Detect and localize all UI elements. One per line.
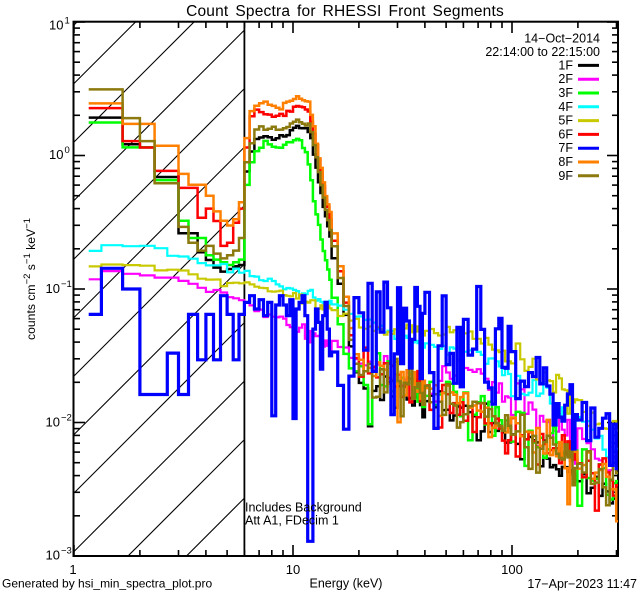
svg-text:10: 10	[49, 18, 63, 33]
svg-text:Generated by hsi_min_spectra_p: Generated by hsi_min_spectra_plot.pro	[2, 577, 212, 591]
svg-text:0: 0	[65, 145, 70, 156]
svg-text:Count Spectra for RHESSI Front: Count Spectra for RHESSI Front Segments	[186, 3, 504, 20]
svg-text:10: 10	[46, 415, 60, 430]
svg-text:Energy (keV): Energy (keV)	[310, 577, 383, 591]
svg-text:8F: 8F	[558, 155, 573, 169]
svg-text:counts cm−2 s−1 keV−1: counts cm−2 s−1 keV−1	[22, 218, 38, 340]
svg-text:1F: 1F	[558, 58, 573, 72]
svg-text:4F: 4F	[558, 100, 573, 114]
svg-text:Includes Background: Includes Background	[245, 501, 362, 515]
svg-text:−1: −1	[61, 279, 72, 290]
svg-text:Att A1, FDecim 1: Att A1, FDecim 1	[245, 514, 339, 528]
svg-text:−2: −2	[61, 413, 72, 424]
svg-text:14−Oct−2014: 14−Oct−2014	[524, 32, 600, 46]
svg-text:−3: −3	[61, 546, 72, 557]
svg-text:2F: 2F	[558, 72, 573, 86]
svg-text:10: 10	[46, 548, 60, 563]
svg-text:10: 10	[49, 147, 63, 162]
svg-text:6F: 6F	[558, 127, 573, 141]
svg-text:22:14:00 to 22:15:00: 22:14:00 to 22:15:00	[485, 45, 600, 59]
svg-text:5F: 5F	[558, 114, 573, 128]
svg-text:9F: 9F	[558, 169, 573, 183]
svg-text:1: 1	[65, 16, 70, 27]
svg-text:1: 1	[69, 562, 76, 577]
svg-text:17−Apr−2023 11:47: 17−Apr−2023 11:47	[527, 577, 637, 591]
svg-text:100: 100	[501, 562, 523, 577]
svg-text:7F: 7F	[558, 141, 573, 155]
svg-text:10: 10	[286, 562, 300, 577]
svg-text:10: 10	[46, 281, 60, 296]
svg-text:3F: 3F	[558, 86, 573, 100]
